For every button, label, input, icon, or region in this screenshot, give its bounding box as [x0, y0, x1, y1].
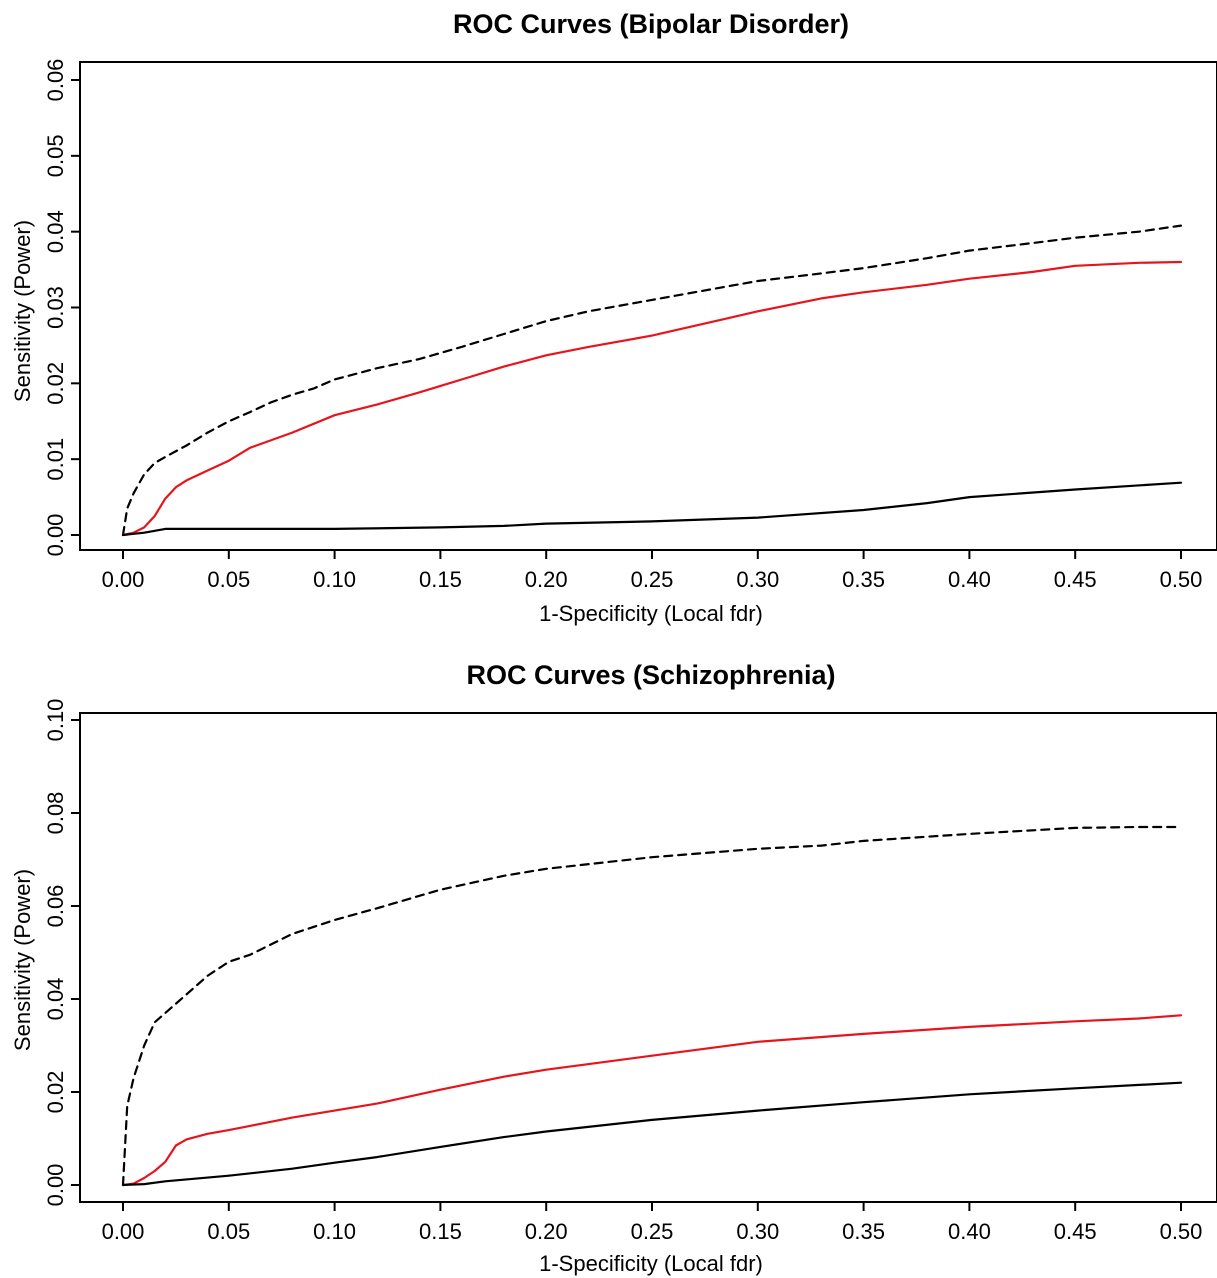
plot-frame	[79, 712, 1217, 1203]
series-line-3	[121, 1081, 1183, 1187]
x-tick-label: 0.00	[102, 1219, 145, 1244]
y-axis-label: Sensitivity (Power)	[10, 869, 35, 1051]
x-axis-label: 1-Specificity (Local fdr)	[539, 601, 763, 626]
y-tick-label: 0.01	[43, 438, 68, 481]
y-axis: 0.00 0.02 0.04 0.06 0.08 0.10	[43, 699, 80, 1207]
x-tick-label: 0.35	[842, 567, 885, 592]
y-tick-label: 0.00	[43, 514, 68, 557]
x-tick-label: 0.30	[736, 567, 779, 592]
plot-frame	[79, 61, 1217, 551]
x-tick-label: 0.50	[1160, 567, 1203, 592]
series-layer	[121, 825, 1183, 1187]
x-tick-label: 0.15	[419, 1219, 462, 1244]
x-tick-label: 0.05	[207, 1219, 250, 1244]
y-tick-label: 0.04	[43, 978, 68, 1021]
y-tick-label: 0.06	[43, 59, 68, 102]
x-tick-label: 0.45	[1054, 567, 1097, 592]
x-tick-label: 0.30	[736, 1219, 779, 1244]
x-tick-label: 0.25	[631, 1219, 674, 1244]
chart-panel-schizophrenia: ROC Curves (Schizophrenia) 0.00 0.05 0.10 0…	[10, 660, 1217, 1276]
chart-title: ROC Curves (Schizophrenia)	[466, 660, 835, 690]
x-tick-label: 0.40	[948, 567, 991, 592]
x-tick-label: 0.10	[313, 1219, 356, 1244]
series-line-1	[121, 224, 1183, 537]
y-tick-label: 0.05	[43, 134, 68, 177]
chart-panel-bipolar: ROC Curves (Bipolar Disorder) 0.00 0.05 0.…	[10, 9, 1217, 626]
chart-title: ROC Curves (Bipolar Disorder)	[453, 9, 849, 39]
y-axis: 0.00 0.01 0.02 0.03 0.04 0.05 0.06	[43, 59, 80, 557]
x-axis: 0.00 0.05 0.10 0.15 0.20 0.25 0.30 0.35 0.40 0.45…	[102, 550, 1203, 592]
series-layer	[121, 224, 1183, 537]
x-tick-label: 0.50	[1160, 1219, 1203, 1244]
y-tick-label: 0.10	[43, 699, 68, 742]
x-tick-label: 0.40	[948, 1219, 991, 1244]
x-tick-label: 0.20	[525, 1219, 568, 1244]
y-tick-label: 0.02	[43, 1071, 68, 1114]
x-tick-label: 0.10	[313, 567, 356, 592]
x-tick-label: 0.20	[525, 567, 568, 592]
series-line-3	[121, 481, 1183, 537]
y-tick-label: 0.04	[43, 210, 68, 253]
y-axis-label: Sensitivity (Power)	[10, 220, 35, 402]
y-tick-label: 0.06	[43, 885, 68, 928]
y-tick-label: 0.03	[43, 286, 68, 329]
y-tick-label: 0.02	[43, 362, 68, 405]
y-tick-label: 0.00	[43, 1164, 68, 1207]
x-axis-label: 1-Specificity (Local fdr)	[539, 1251, 763, 1276]
y-tick-label: 0.08	[43, 792, 68, 835]
x-tick-label: 0.15	[419, 567, 462, 592]
series-line-2	[121, 260, 1183, 537]
x-tick-label: 0.25	[631, 567, 674, 592]
series-line-1	[121, 825, 1183, 1187]
x-tick-label: 0.45	[1054, 1219, 1097, 1244]
x-axis: 0.00 0.05 0.10 0.15 0.20 0.25 0.30 0.35 0.40 0.45…	[102, 1202, 1203, 1244]
x-tick-label: 0.35	[842, 1219, 885, 1244]
x-tick-label: 0.05	[207, 567, 250, 592]
series-line-2	[121, 1014, 1183, 1187]
x-tick-label: 0.00	[102, 567, 145, 592]
